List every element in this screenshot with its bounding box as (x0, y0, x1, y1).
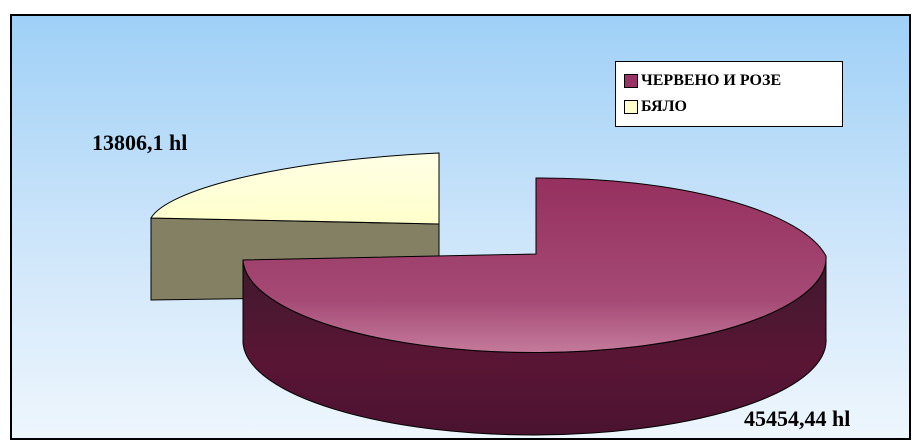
red-slice-top (242, 177, 827, 354)
white-value-label: 13806,1 hl (92, 130, 187, 155)
legend-item-red-rose: ЧЕРВЕНО И РОЗЕ (624, 68, 836, 94)
chart-area: 13806,1 hl 45454,44 hl ЧЕРВЕНО И РОЗЕ БЯ… (10, 14, 911, 440)
legend: ЧЕРВЕНО И РОЗЕ БЯЛО (615, 61, 843, 127)
legend-label-red-rose: ЧЕРВЕНО И РОЗЕ (641, 72, 782, 89)
red-value-label: 45454,44 hl (744, 406, 850, 431)
white-slice-top (150, 152, 440, 225)
legend-swatch-red-rose (624, 74, 638, 88)
legend-swatch-white (624, 100, 638, 114)
legend-item-white: БЯЛО (624, 94, 836, 120)
pie-slice-red-rose (242, 177, 827, 436)
legend-label-white: БЯЛО (641, 98, 687, 115)
